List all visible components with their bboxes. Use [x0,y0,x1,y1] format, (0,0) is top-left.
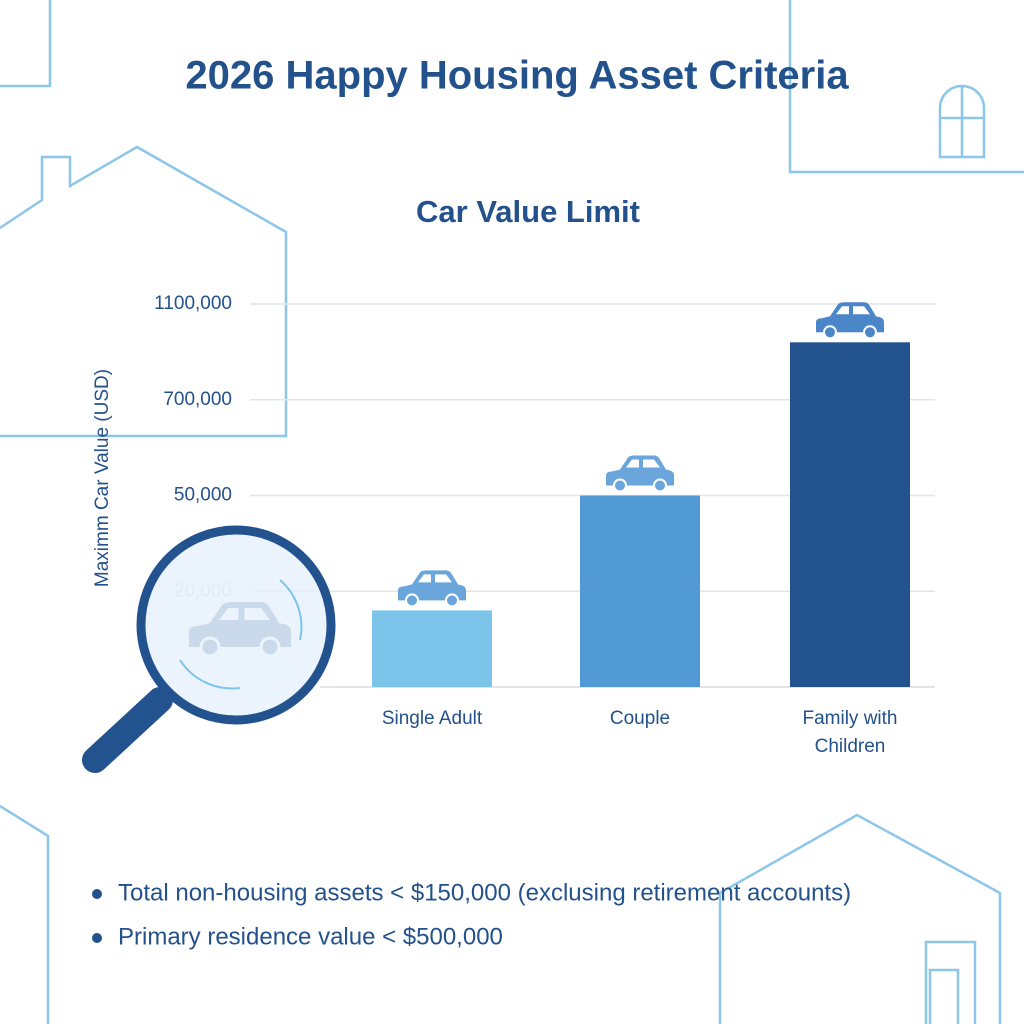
car-icon [816,302,884,340]
bullet [92,933,102,943]
car-icon [398,570,466,608]
car-body [606,455,674,486]
car-icon [606,455,674,493]
car-window [836,306,870,315]
y-axis-label: Maximm Car Value (USD) [92,369,113,587]
magnifier [82,525,336,773]
y-tick-label: 1100,000 [154,293,232,314]
note: Primary residence value < $500,000 [118,923,503,950]
x-tick-label: Family with Children [802,708,897,757]
bullet [92,889,102,899]
bar [790,342,910,687]
x-tick-line: Family with [802,708,897,729]
x-tick-label: Couple [610,708,670,729]
x-tick-line: Children [815,736,886,757]
notes: Total non-housing assets < $150,000 (exc… [92,879,851,950]
page-title: 2026 Happy Housing Asset Criteria [185,54,849,98]
note: Total non-housing assets < $150,000 (exc… [118,879,851,906]
x-tick-line: Single Adult [382,708,483,729]
car-body [398,570,466,601]
car-wheel [823,325,837,340]
x-tick-label: Single Adult [382,708,483,729]
car-window [418,574,452,583]
car-wheel [863,325,877,340]
y-tick-label: 50,000 [174,485,232,506]
car-window [626,459,660,468]
bar [372,610,492,687]
car-wheel [445,593,459,608]
car-wheel [405,593,419,608]
y-tick-label: 700,000 [163,389,232,410]
car-body [816,302,884,333]
car-wheel [613,478,627,493]
x-tick-line: Couple [610,708,670,729]
bar [580,495,700,687]
chart-title: Car Value Limit [416,194,640,229]
car-wheel [653,478,667,493]
